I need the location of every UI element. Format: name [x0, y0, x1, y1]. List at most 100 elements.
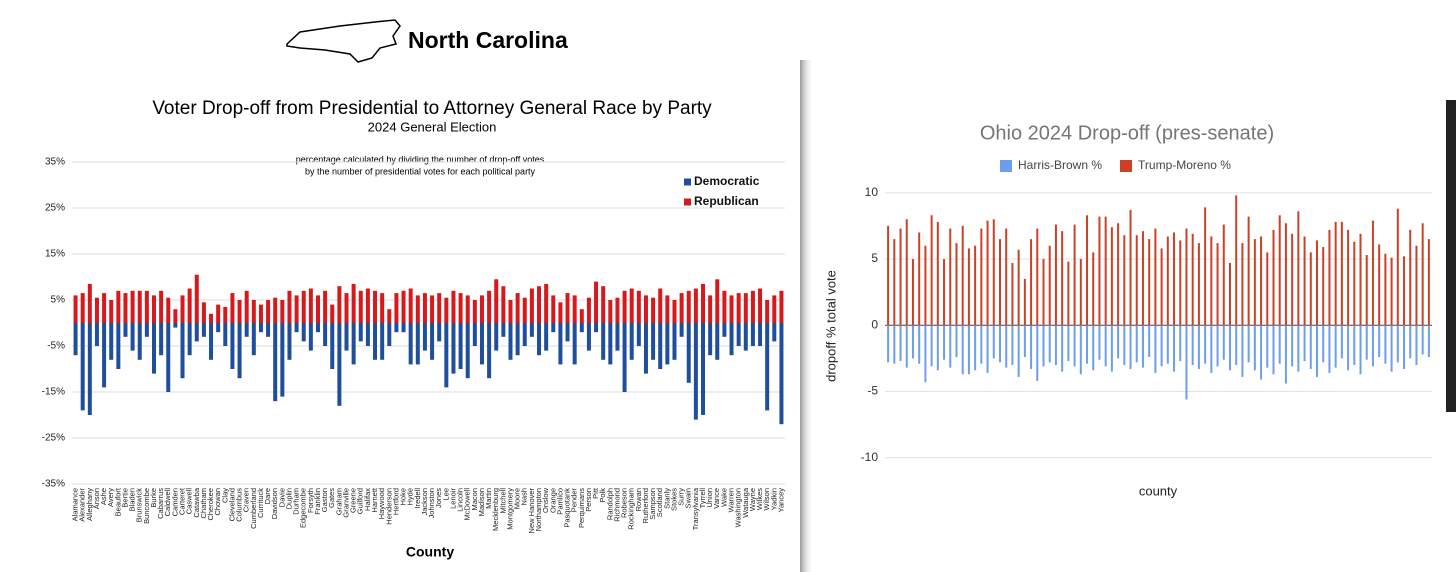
x-tick-label: Watauga [741, 487, 750, 518]
x-tick-label: Martin [484, 488, 493, 509]
bar [1384, 325, 1387, 364]
bar [237, 323, 242, 379]
x-tick-label: Haywood [377, 488, 386, 519]
bar [301, 323, 306, 342]
bar [1079, 259, 1082, 326]
x-tick-label: Washington [734, 488, 743, 527]
x-tick-label: Nash [520, 488, 529, 506]
bar [722, 290, 727, 323]
bar [1092, 252, 1095, 326]
bar [1086, 325, 1089, 364]
bar [736, 323, 741, 346]
bar [287, 290, 292, 323]
bar [736, 293, 741, 323]
bar [80, 293, 85, 323]
x-tick-label: Graham [334, 488, 343, 515]
bar [1042, 325, 1045, 367]
bar [116, 290, 121, 323]
bar [622, 323, 627, 392]
bar [479, 295, 484, 323]
bar [1017, 249, 1020, 326]
bar [1173, 232, 1176, 326]
bar [1166, 325, 1169, 364]
legend-swatch [684, 198, 691, 206]
bar [601, 323, 606, 360]
bar [137, 323, 142, 360]
x-tick-label: Bladen [128, 488, 137, 511]
bar [1179, 240, 1182, 326]
bar [273, 297, 278, 323]
bar [109, 323, 114, 360]
bar [430, 323, 435, 360]
bar [194, 274, 199, 323]
bar [1241, 325, 1244, 377]
bar [337, 323, 342, 406]
bar [1216, 243, 1219, 326]
bar [1123, 325, 1126, 365]
bar [537, 323, 542, 356]
x-tick-label: Cabarrus [156, 488, 165, 519]
bar [358, 323, 363, 342]
x-tick-label: Northampton [534, 488, 543, 531]
x-tick-label: Rockingham [627, 488, 636, 530]
bar [651, 323, 656, 360]
bar [94, 323, 99, 346]
bar [1117, 223, 1120, 326]
bar [1061, 231, 1064, 326]
bar [893, 239, 896, 326]
bar [422, 323, 427, 351]
bar [779, 323, 784, 425]
bar [529, 288, 534, 323]
bar [579, 309, 584, 323]
x-tick-label: Anson [92, 488, 101, 509]
bar [373, 290, 378, 323]
bar [472, 300, 477, 323]
bar [924, 245, 927, 326]
bar [679, 323, 684, 337]
bar [629, 288, 634, 323]
bar [1086, 215, 1089, 326]
bar [998, 325, 1001, 363]
x-tick-label: Wayne [748, 488, 757, 511]
bar [408, 323, 413, 365]
bar [1421, 223, 1424, 326]
bar [373, 323, 378, 360]
x-tick-label: Harnett [370, 487, 379, 513]
bar [258, 323, 263, 333]
chart-title: Ohio 2024 Drop-off (pres-senate) [980, 122, 1274, 144]
bar [216, 304, 221, 323]
bar [615, 297, 620, 323]
bar [173, 323, 178, 328]
y-tick-label: -25% [42, 433, 65, 444]
bar [1141, 231, 1144, 326]
bar [401, 323, 406, 333]
bar [444, 323, 449, 388]
x-tick-label: Avery [106, 488, 115, 507]
bar [779, 290, 784, 323]
bar [1235, 195, 1238, 326]
bar [1334, 221, 1337, 326]
y-tick-label: 5 [871, 251, 878, 265]
bar [615, 323, 620, 351]
bar [1334, 325, 1337, 368]
bar [544, 323, 549, 351]
bar [1340, 325, 1343, 359]
bar [451, 323, 456, 374]
bar [1340, 221, 1343, 326]
x-tick-label: Alamance [71, 488, 80, 521]
x-tick-label: Yadkin [769, 488, 778, 510]
bar [223, 306, 228, 323]
bar [394, 323, 399, 333]
x-tick-label: Davie [277, 488, 286, 507]
bar [1129, 209, 1132, 326]
bar [743, 323, 748, 351]
bar [1135, 325, 1138, 363]
bar [622, 290, 627, 323]
x-tick-label: Scotland [655, 488, 664, 517]
bar [1005, 325, 1008, 368]
bar [887, 225, 890, 326]
bar [701, 323, 706, 415]
bar [636, 290, 641, 323]
y-tick-label: -15% [42, 387, 65, 398]
